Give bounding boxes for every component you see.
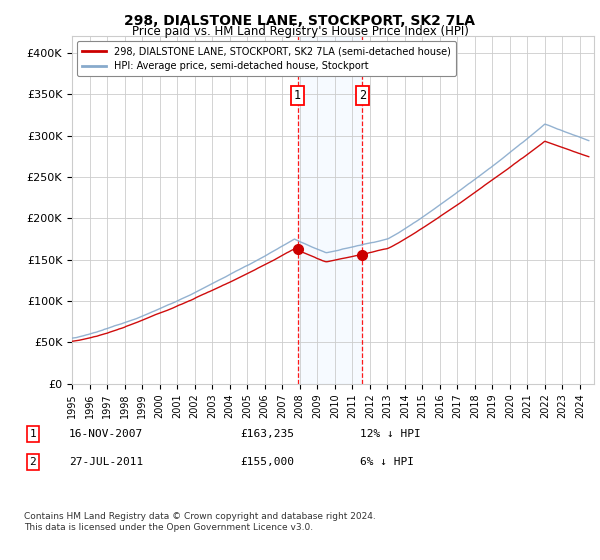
Bar: [298, 36, 362, 384]
Text: Price paid vs. HM Land Registry's House Price Index (HPI): Price paid vs. HM Land Registry's House …: [131, 25, 469, 38]
Text: 2: 2: [29, 457, 37, 467]
Text: 2: 2: [359, 90, 366, 102]
Text: £155,000: £155,000: [240, 457, 294, 467]
Legend: 298, DIALSTONE LANE, STOCKPORT, SK2 7LA (semi-detached house), HPI: Average pric: 298, DIALSTONE LANE, STOCKPORT, SK2 7LA …: [77, 41, 455, 76]
Text: 298, DIALSTONE LANE, STOCKPORT, SK2 7LA: 298, DIALSTONE LANE, STOCKPORT, SK2 7LA: [125, 14, 476, 28]
Text: 12% ↓ HPI: 12% ↓ HPI: [360, 429, 421, 439]
Text: Contains HM Land Registry data © Crown copyright and database right 2024.
This d: Contains HM Land Registry data © Crown c…: [24, 512, 376, 532]
Text: 1: 1: [29, 429, 37, 439]
Text: 6% ↓ HPI: 6% ↓ HPI: [360, 457, 414, 467]
Text: 1: 1: [294, 90, 301, 102]
Text: 16-NOV-2007: 16-NOV-2007: [69, 429, 143, 439]
Text: £163,235: £163,235: [240, 429, 294, 439]
Text: 27-JUL-2011: 27-JUL-2011: [69, 457, 143, 467]
